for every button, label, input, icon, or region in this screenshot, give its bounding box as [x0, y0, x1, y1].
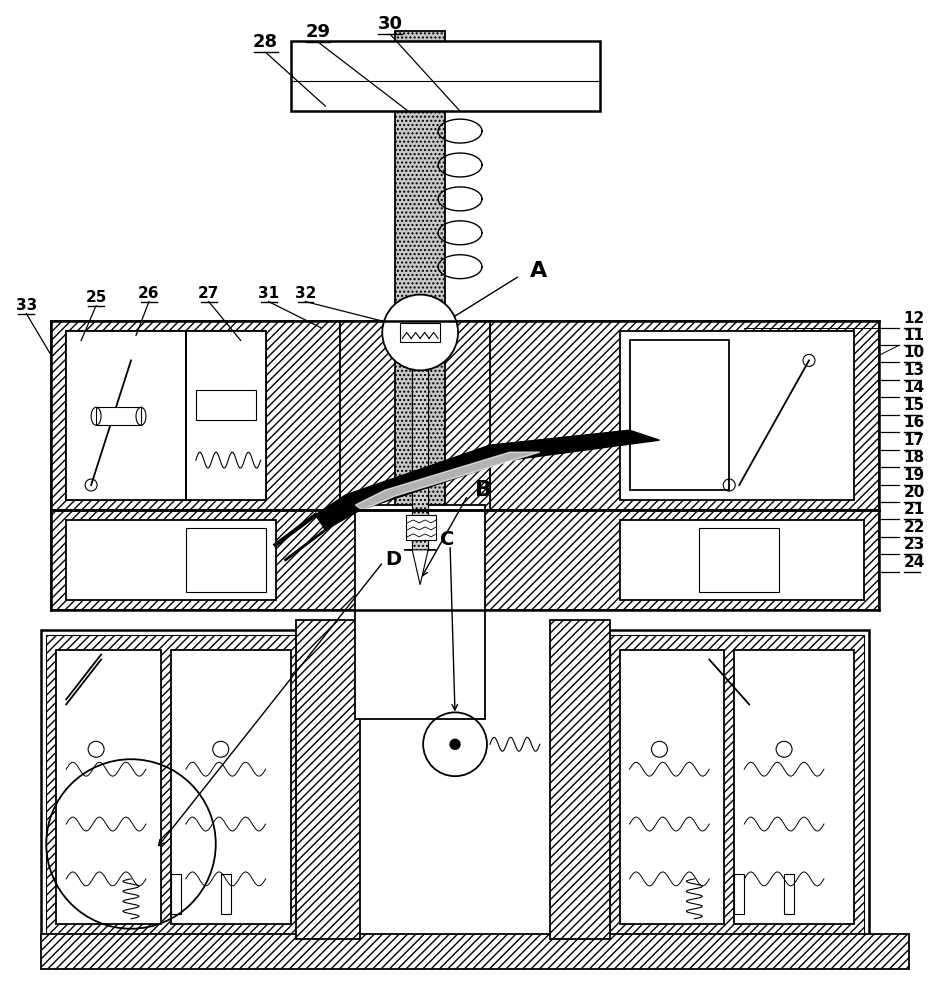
Bar: [41, 630, 306, 939]
Text: 30: 30: [378, 15, 403, 33]
Bar: [46, 635, 301, 934]
Bar: [51, 321, 340, 510]
Bar: [784, 874, 794, 914]
Text: 18: 18: [903, 450, 925, 465]
Bar: [186, 528, 266, 592]
Bar: [290, 41, 600, 111]
Polygon shape: [356, 452, 539, 510]
Bar: [735, 874, 744, 914]
Text: 23: 23: [903, 537, 925, 552]
Text: 33: 33: [16, 298, 37, 313]
Bar: [395, 31, 445, 630]
Bar: [406, 515, 436, 540]
Text: 14: 14: [903, 380, 925, 395]
Text: 32: 32: [295, 286, 316, 301]
Text: 20: 20: [903, 485, 925, 500]
Bar: [620, 331, 853, 500]
Bar: [51, 510, 879, 610]
Bar: [171, 650, 290, 924]
Circle shape: [450, 739, 460, 749]
Text: 26: 26: [139, 286, 159, 301]
Text: D: D: [386, 550, 402, 569]
Text: A: A: [530, 261, 547, 281]
Polygon shape: [316, 430, 659, 530]
Circle shape: [382, 295, 458, 370]
Bar: [96, 407, 141, 425]
Bar: [295, 620, 360, 939]
Bar: [609, 635, 864, 934]
Text: 10: 10: [903, 345, 925, 360]
Bar: [620, 650, 724, 924]
Text: B: B: [475, 480, 492, 500]
Bar: [171, 874, 181, 914]
Bar: [735, 650, 853, 924]
Text: 21: 21: [903, 502, 925, 517]
Bar: [196, 390, 256, 420]
Text: 19: 19: [903, 468, 925, 483]
Bar: [66, 520, 275, 600]
Text: 25: 25: [86, 290, 107, 305]
Bar: [620, 520, 864, 600]
Bar: [400, 323, 440, 342]
Bar: [490, 321, 879, 510]
Text: 29: 29: [306, 23, 331, 41]
Text: 16: 16: [903, 415, 925, 430]
Text: 17: 17: [903, 433, 925, 448]
Text: C: C: [440, 530, 455, 549]
Bar: [604, 630, 869, 939]
Text: 15: 15: [903, 398, 925, 413]
Bar: [356, 505, 485, 719]
Text: 11: 11: [903, 328, 925, 343]
Bar: [186, 331, 266, 500]
Text: 28: 28: [253, 33, 278, 51]
Bar: [340, 321, 490, 510]
Text: 31: 31: [258, 286, 279, 301]
Bar: [630, 340, 729, 490]
Bar: [41, 934, 909, 969]
Text: 22: 22: [903, 520, 925, 535]
Text: 13: 13: [903, 363, 925, 378]
Text: 12: 12: [903, 311, 925, 326]
Bar: [66, 331, 186, 500]
Bar: [221, 874, 231, 914]
Text: 24: 24: [903, 555, 925, 570]
Polygon shape: [405, 550, 436, 585]
Bar: [66, 331, 266, 500]
Bar: [700, 528, 779, 592]
Text: 27: 27: [198, 286, 220, 301]
Bar: [57, 650, 161, 924]
Bar: [550, 620, 609, 939]
Bar: [412, 340, 428, 550]
Bar: [412, 340, 428, 550]
